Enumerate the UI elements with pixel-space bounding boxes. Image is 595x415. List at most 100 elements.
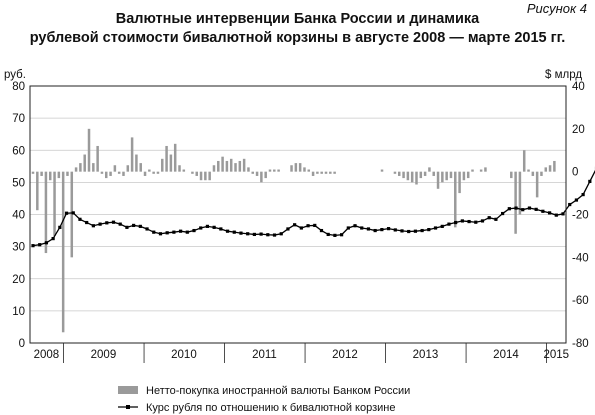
- line-marker: [521, 208, 525, 212]
- line-marker: [474, 220, 478, 224]
- bar: [48, 171, 52, 181]
- line-marker: [239, 231, 243, 235]
- bar: [130, 137, 134, 172]
- line-marker: [172, 230, 176, 234]
- bar: [423, 171, 427, 176]
- bar: [234, 163, 237, 172]
- bar: [109, 171, 112, 176]
- x-year-label: 2008: [34, 349, 60, 361]
- bar: [178, 165, 181, 172]
- line-marker: [373, 228, 377, 233]
- line-marker: [199, 226, 203, 230]
- x-year-label: 2013: [413, 349, 439, 361]
- bar: [415, 171, 418, 185]
- line-series: [31, 166, 595, 248]
- line-marker: [554, 213, 558, 217]
- bar: [436, 171, 440, 189]
- left-tick-label: 50: [12, 177, 25, 189]
- bar: [535, 171, 539, 198]
- bar: [165, 145, 168, 172]
- line-marker: [306, 224, 310, 228]
- axes: 0 10 20 30 40 50 60 70 80 -80 -60 -40 -20 0 20 40 руб. $ …: [4, 69, 589, 363]
- bar: [44, 171, 48, 254]
- line-marker: [246, 232, 250, 236]
- bar: [242, 158, 246, 172]
- bar: [419, 171, 423, 179]
- line-marker: [326, 232, 330, 237]
- chart-title-line-1: Валютные интервенции Банка России и дина…: [115, 11, 480, 27]
- line-marker: [366, 227, 371, 231]
- bar: [531, 171, 535, 176]
- bar: [316, 171, 319, 174]
- bar: [122, 171, 125, 176]
- bar: [311, 171, 315, 176]
- bar: [61, 171, 65, 333]
- bar: [135, 154, 138, 172]
- figure-number-label: Рисунок 4: [526, 1, 587, 16]
- chart-title: Валютные интервенции Банка России и дина…: [0, 10, 595, 48]
- line-marker: [527, 206, 532, 210]
- line-marker: [541, 209, 545, 213]
- bar: [74, 167, 78, 172]
- bar: [380, 169, 384, 172]
- line-marker: [494, 217, 498, 221]
- line-marker: [467, 219, 471, 224]
- bar: [260, 171, 263, 183]
- line-marker: [420, 228, 424, 233]
- line-marker: [145, 227, 149, 231]
- bar: [303, 167, 306, 172]
- line-marker: [111, 220, 116, 224]
- line-marker: [588, 179, 592, 184]
- bar: [553, 160, 556, 172]
- x-year-label: 2009: [91, 349, 117, 361]
- line-marker: [85, 220, 89, 225]
- line-marker: [125, 225, 129, 229]
- bar: [199, 171, 203, 181]
- line-marker: [447, 222, 451, 226]
- bar: [329, 171, 332, 174]
- legend-line-marker: [126, 405, 130, 409]
- bar: [53, 171, 56, 236]
- left-axis-unit: руб.: [4, 69, 26, 81]
- bar: [105, 171, 108, 179]
- x-year-label: 2012: [332, 349, 358, 361]
- line-marker: [205, 224, 210, 228]
- bar: [406, 171, 410, 181]
- line-marker: [105, 221, 109, 225]
- bar: [432, 171, 435, 176]
- bar: [113, 165, 117, 172]
- line-marker: [58, 225, 62, 229]
- x-year-label: 2011: [252, 349, 277, 361]
- line-marker: [38, 243, 42, 247]
- bar: [268, 169, 272, 172]
- plot-frame: [29, 85, 567, 344]
- bar: [410, 171, 414, 183]
- line-marker: [279, 232, 283, 236]
- bar: [208, 171, 211, 181]
- bar: [217, 160, 220, 172]
- right-tick-label: 0: [572, 167, 578, 179]
- line-marker: [185, 230, 189, 234]
- line-marker: [407, 229, 411, 234]
- bar: [462, 171, 466, 181]
- bar: [294, 163, 298, 172]
- bar: [31, 171, 35, 174]
- left-tick-label: 20: [12, 274, 25, 286]
- line-marker: [346, 226, 350, 230]
- line-marker: [259, 232, 263, 236]
- bar: [182, 169, 186, 172]
- bar: [449, 171, 453, 179]
- line-marker: [433, 226, 438, 230]
- bar: [156, 171, 160, 174]
- bar: [57, 171, 61, 179]
- bar: [221, 156, 224, 172]
- bar: [40, 171, 43, 176]
- bar: [540, 171, 543, 176]
- bar: [191, 171, 194, 174]
- line-marker: [78, 217, 82, 221]
- line-marker: [574, 198, 579, 202]
- bar: [66, 171, 69, 176]
- bar: [273, 169, 276, 172]
- bar: [225, 160, 229, 172]
